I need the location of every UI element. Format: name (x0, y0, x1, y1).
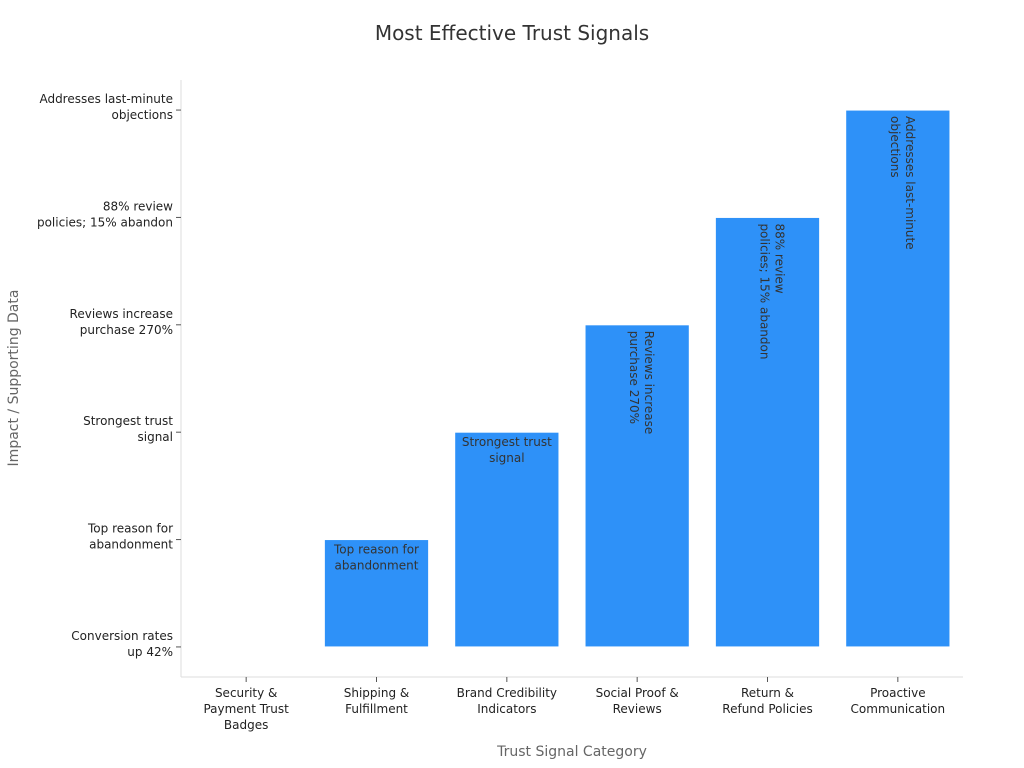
bar[interactable] (323, 539, 430, 648)
bar[interactable] (454, 431, 560, 648)
y-tick-label: 88% review policies; 15% abandon (37, 199, 173, 229)
bar-data-label: Reviews increasepurchase 270% (627, 331, 656, 434)
y-tick-label: Top reason for abandonment (87, 522, 173, 552)
y-tick-label: Strongest trust signal (83, 414, 173, 444)
x-axis-title: Trust Signal Category (496, 744, 647, 760)
bar[interactable] (845, 109, 951, 648)
y-tick-label: Conversion rates up 42% (71, 629, 173, 659)
x-tick-label: Social Proof & Reviews (596, 686, 679, 716)
bar-data-label: Addresses last-minuteobjections (888, 116, 917, 250)
y-tick-label: Addresses last-minute objections (39, 92, 173, 122)
chart-title: Most Effective Trust Signals (375, 21, 649, 45)
bar[interactable] (584, 324, 690, 648)
bar[interactable] (714, 216, 821, 648)
bar-data-label: Strongest trust signal (462, 435, 552, 465)
x-tick-label: Shipping & Fulfillment (344, 686, 410, 716)
y-tick-label: Reviews increase purchase 270% (70, 307, 173, 337)
x-tick-label: Security & Payment Trust Badges (203, 686, 289, 732)
y-axis-title: Impact / Supporting Data (6, 290, 22, 467)
plot-area: Conversion rates up 42% Top reason for aban… (37, 80, 963, 732)
bar-data-label: Top reason for abandonment (333, 543, 419, 573)
bar-data-label: 88% reviewpolicies; 15% abandon (758, 223, 787, 359)
x-tick-label: Return & Refund Policies (722, 686, 812, 716)
x-tick-label: Brand Credibility Indicators (457, 686, 557, 716)
x-tick-label: Proactive Communication (851, 686, 946, 716)
